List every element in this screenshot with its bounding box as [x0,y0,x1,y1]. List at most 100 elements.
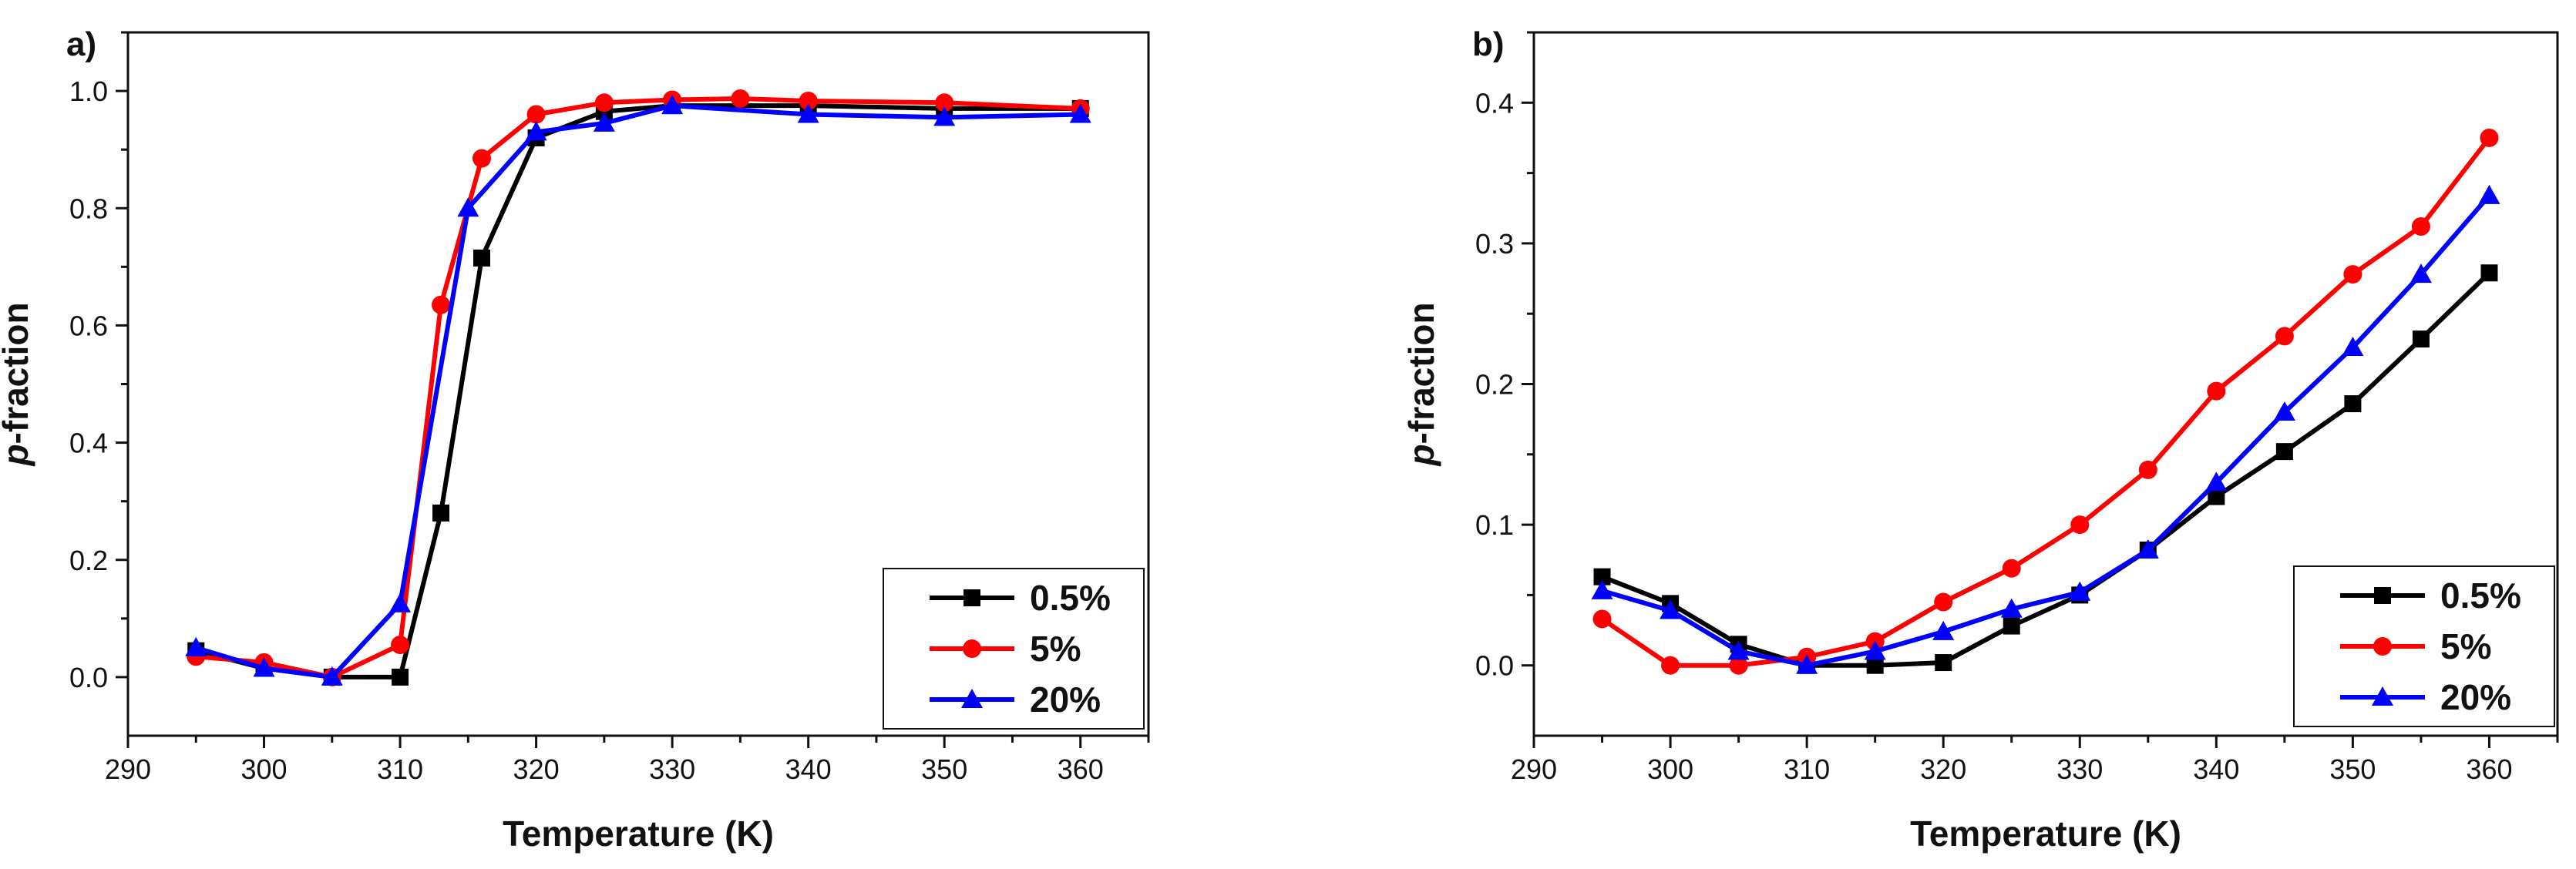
legend-label: 20% [1030,679,1101,720]
legend-marker [2373,637,2392,656]
data-point [2207,381,2226,401]
data-point [593,112,615,132]
data-point [2411,216,2430,236]
y-axis-title: p-fraction [0,302,35,467]
data-point [2410,263,2432,284]
x-tick-label: 290 [1511,753,1557,785]
data-point [432,504,450,522]
x-tick-label: 330 [2056,753,2103,785]
y-axis-title: p-fraction [1401,302,1441,467]
data-point [472,249,490,267]
chart-panel-a: 290 300 310 320 330 340 350 360 0.0 0.2 0.4 0.6 0.8 1… [0,25,1150,854]
y-tick-label: 0.4 [1475,87,1514,119]
y-tick-label: 1.0 [69,75,108,107]
data-point [391,636,410,655]
data-point [1866,656,1884,674]
x-tick-label: 320 [1920,753,1966,785]
legend-label: 0.5% [2440,575,2521,616]
data-point [799,92,818,111]
legend-label: 0.5% [1030,578,1111,618]
data-point [1729,656,1748,675]
data-point [594,93,614,112]
legend-marker [963,589,980,606]
legend: 0.5% 5% 20% [2293,565,2555,727]
data-point [2205,471,2228,492]
series-20% [1591,184,2500,674]
legend-label: 5% [2440,626,2491,666]
legend-marker [2374,587,2391,604]
data-point [389,592,412,612]
y-tick-label: 0.0 [1475,650,1514,682]
data-point [2344,395,2362,413]
chart-panel-b: 290 300 310 320 330 340 350 360 0.0 0.1 0.2 0.3 0.4 T… [1401,25,2559,854]
x-tick-label: 330 [649,753,695,785]
x-tick-label: 340 [785,753,832,785]
data-point [2480,264,2498,282]
data-point [1661,656,1680,675]
legend-marker [2372,686,2393,706]
data-point [2343,265,2362,284]
data-point [2275,443,2293,461]
y-tick-label: 0.8 [69,193,108,224]
data-point [525,121,547,141]
data-point [2069,581,2091,601]
x-tick-label: 360 [1058,753,1104,785]
panel-label: b) [1472,25,1505,63]
data-point [526,105,546,124]
data-point [933,106,956,126]
y-axis-title-italic: p [0,444,35,467]
x-tick-label: 360 [2466,753,2512,785]
x-tick-label: 300 [240,753,287,785]
data-point [472,149,491,168]
y-tick-label: 0.2 [1475,369,1514,401]
x-tick-label: 320 [513,753,560,785]
legend-label: 5% [1030,629,1081,669]
data-point [392,668,409,686]
y-axis-title-rest: -fraction [0,302,35,444]
data-point [661,95,684,115]
data-point [1593,568,1611,585]
x-tick-label: 350 [921,753,967,785]
x-tick-label: 290 [105,753,151,785]
series-line [1601,271,2491,668]
x-tick-label: 340 [2193,753,2239,785]
series-line [1601,193,2491,668]
data-point [2003,617,2020,635]
data-point [1932,620,1955,640]
data-point [2000,598,2023,618]
data-point [432,295,451,314]
x-axis-title: Temperature (K) [1910,814,2181,854]
data-point [2342,337,2364,357]
legend: 0.5% 5% 20% [883,568,1145,730]
data-point [1727,640,1750,660]
x-tick-label: 310 [377,753,423,785]
data-point [935,93,954,112]
data-point [797,103,819,123]
x-tick-label: 350 [2329,753,2376,785]
legend-marker [961,689,983,708]
y-tick-label: 0.0 [69,662,108,693]
data-point [2137,539,2159,559]
data-point [2208,488,2225,505]
series-5% [1592,128,2499,675]
y-tick-label: 0.1 [1475,509,1514,541]
data-point [1864,640,1886,660]
y-axis-title-italic: p [1401,444,1441,467]
data-point [1592,609,1612,629]
x-axis-title: Temperature (K) [503,814,774,854]
data-point [457,197,479,217]
x-tick-label: 300 [1647,753,1693,785]
data-point [253,657,275,677]
data-point [2478,184,2500,204]
data-point [2002,559,2021,578]
panel-label: a) [66,25,96,63]
data-point [1796,654,1818,674]
data-point [2480,128,2499,147]
data-point [1591,579,1613,599]
legend-marker [963,639,981,658]
data-point [2070,515,2090,535]
data-point [1660,599,1682,619]
y-tick-label: 0.6 [69,310,108,341]
x-tick-label: 310 [1784,753,1830,785]
